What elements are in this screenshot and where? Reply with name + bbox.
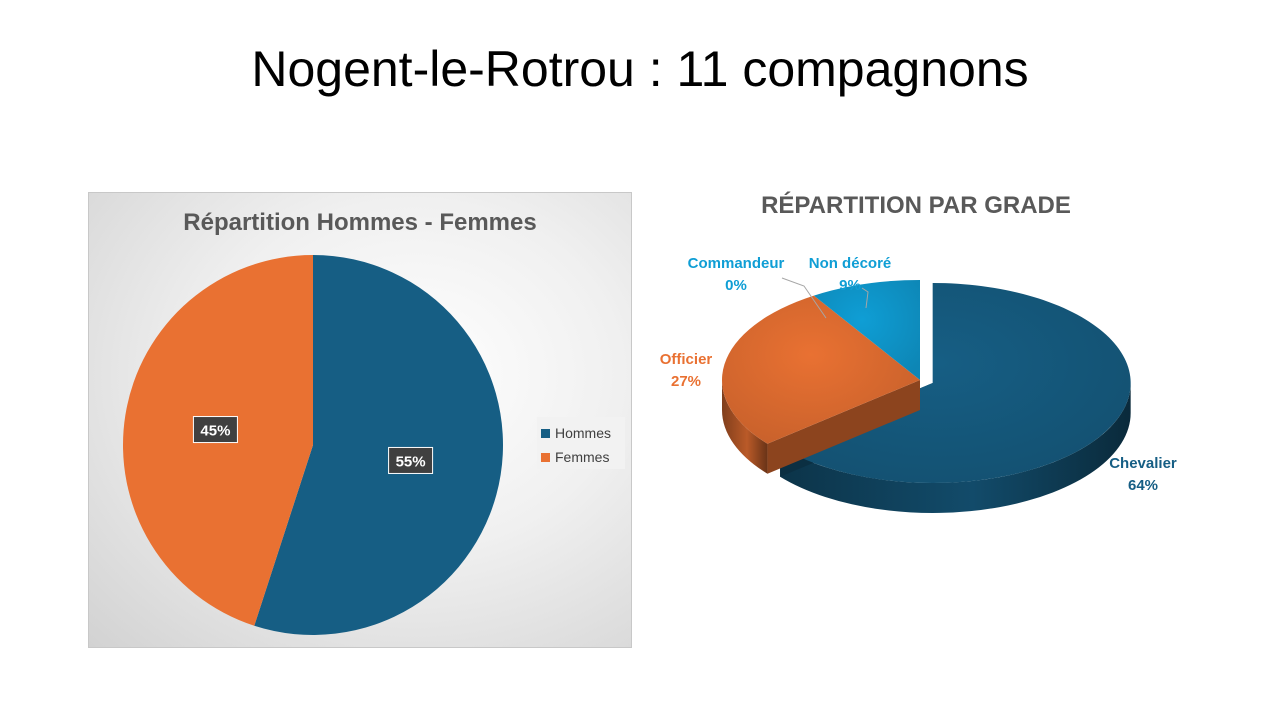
grade-label-non-décoré: Non décoré 9% bbox=[809, 255, 892, 294]
data-label-femmes: 45% bbox=[192, 416, 238, 444]
legend-item-hommes: Hommes bbox=[541, 421, 625, 445]
grade-label-commandeur: Commandeur 0% bbox=[688, 255, 785, 294]
gender-pie: 55% 45% bbox=[122, 255, 503, 635]
pie-slice-hommes bbox=[254, 255, 503, 635]
svg-text:Chevalier: Chevalier bbox=[1109, 455, 1177, 472]
gender-legend: Hommes Femmes bbox=[537, 417, 625, 469]
legend-label-femmes: Femmes bbox=[555, 449, 610, 465]
grade-slice-officier bbox=[722, 295, 920, 474]
svg-text:55%: 55% bbox=[396, 453, 426, 470]
gender-chart: Répartition Hommes - Femmes 55% 45% Homme… bbox=[88, 192, 632, 648]
slide-title: Nogent-le-Rotrou : 11 compagnons bbox=[251, 41, 1029, 97]
svg-text:27%: 27% bbox=[671, 373, 701, 390]
svg-text:0%: 0% bbox=[725, 277, 747, 294]
grade-chart-title: RÉPARTITION PAR GRADE bbox=[761, 192, 1071, 219]
legend-swatch-femmes bbox=[541, 452, 550, 462]
svg-text:45%: 45% bbox=[200, 423, 230, 440]
leader-lines bbox=[781, 277, 869, 319]
svg-text:Non décoré: Non décoré bbox=[809, 255, 892, 272]
gender-chart-title: Répartition Hommes - Femmes bbox=[183, 209, 537, 236]
grade-slice-non-décoré bbox=[813, 280, 920, 380]
svg-text:64%: 64% bbox=[1128, 477, 1158, 494]
grade-label-chevalier: Chevalier 64% bbox=[1109, 455, 1177, 494]
svg-text:Officier: Officier bbox=[660, 351, 713, 368]
svg-text:9%: 9% bbox=[839, 277, 861, 294]
legend-label-hommes: Hommes bbox=[555, 425, 612, 441]
grade-label-officier: Officier 27% bbox=[660, 351, 713, 390]
data-label-hommes: 55% bbox=[388, 446, 434, 474]
grade-pie: Chevalier 64% Officier 27% Commandeur 0% Non d… bbox=[660, 255, 1177, 513]
legend-item-femmes: Femmes bbox=[541, 445, 625, 469]
svg-text:Commandeur: Commandeur bbox=[688, 255, 785, 272]
legend-swatch-hommes bbox=[541, 428, 550, 438]
